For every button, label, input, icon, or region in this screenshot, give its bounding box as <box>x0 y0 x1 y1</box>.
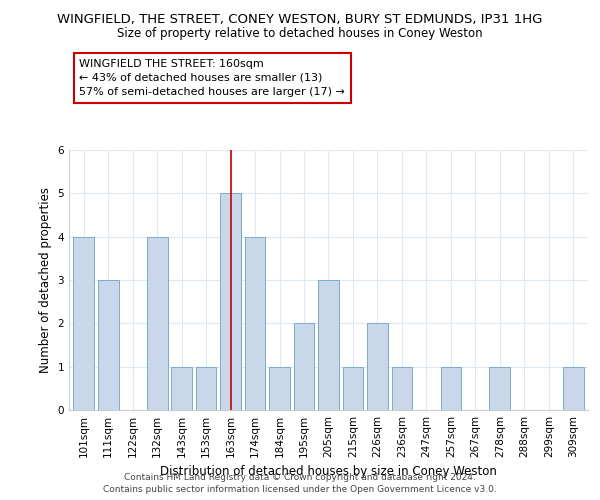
Bar <box>367 324 388 410</box>
Text: WINGFIELD THE STREET: 160sqm
← 43% of detached houses are smaller (13)
57% of se: WINGFIELD THE STREET: 160sqm ← 43% of de… <box>79 59 345 97</box>
Bar <box>343 366 364 410</box>
X-axis label: Distribution of detached houses by size in Coney Weston: Distribution of detached houses by size … <box>160 466 497 478</box>
Bar <box>440 366 461 410</box>
Bar <box>98 280 119 410</box>
Bar <box>196 366 217 410</box>
Text: WINGFIELD, THE STREET, CONEY WESTON, BURY ST EDMUNDS, IP31 1HG: WINGFIELD, THE STREET, CONEY WESTON, BUR… <box>58 12 542 26</box>
Bar <box>245 236 265 410</box>
Y-axis label: Number of detached properties: Number of detached properties <box>39 187 52 373</box>
Bar <box>269 366 290 410</box>
Bar <box>147 236 167 410</box>
Bar <box>490 366 510 410</box>
Bar <box>73 236 94 410</box>
Bar <box>392 366 412 410</box>
Bar <box>171 366 192 410</box>
Text: Contains HM Land Registry data © Crown copyright and database right 2024.
Contai: Contains HM Land Registry data © Crown c… <box>103 472 497 494</box>
Text: Size of property relative to detached houses in Coney Weston: Size of property relative to detached ho… <box>117 28 483 40</box>
Bar <box>293 324 314 410</box>
Bar <box>563 366 584 410</box>
Bar <box>318 280 339 410</box>
Bar <box>220 194 241 410</box>
